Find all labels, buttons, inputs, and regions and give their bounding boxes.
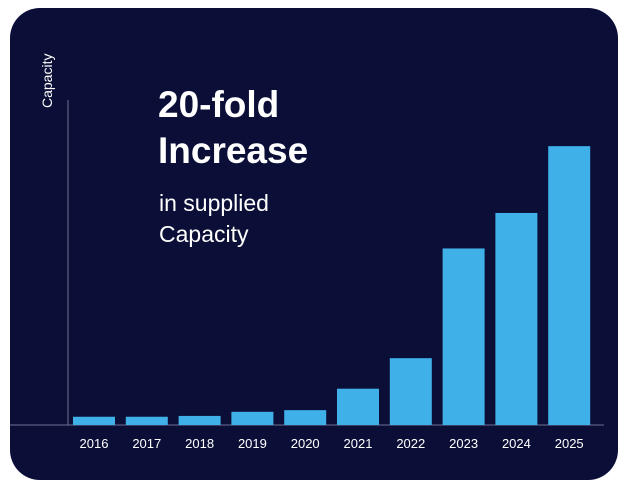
x-tick-label-2019: 2019 [238, 436, 267, 451]
chart-title: 20-fold Increase [158, 82, 308, 174]
x-tick-label-2025: 2025 [555, 436, 584, 451]
chart-subtitle: in supplied Capacity [159, 188, 269, 250]
bar-2023 [442, 248, 485, 425]
title-line-1: 20-fold [158, 84, 280, 125]
bar-2017 [125, 416, 168, 425]
bar-2019 [231, 411, 274, 425]
x-tick-label-2018: 2018 [185, 436, 214, 451]
x-tick-label-2024: 2024 [502, 436, 531, 451]
x-tick-label-2022: 2022 [396, 436, 425, 451]
bar-2024 [495, 212, 538, 425]
bar-2016 [73, 416, 115, 425]
x-tick-label-2016: 2016 [80, 436, 109, 451]
x-tick-label-2020: 2020 [291, 436, 320, 451]
chart-card: 2016 2017 2018 2019 2020 2021 2022 2023 2024 2025… [10, 8, 618, 480]
x-tick-label-2017: 2017 [132, 436, 161, 451]
bar-2021 [337, 388, 379, 425]
subtitle-line-1: in supplied [159, 190, 269, 216]
bar-2018 [178, 415, 221, 425]
title-line-2: Increase [158, 130, 309, 171]
subtitle-line-2: Capacity [159, 221, 249, 247]
x-tick-label-2021: 2021 [344, 436, 373, 451]
bar-2020 [284, 410, 327, 425]
y-axis-label: Capacity [39, 53, 55, 108]
bar-2022 [389, 358, 432, 425]
bar-2025 [548, 146, 591, 425]
bar-chart: 2016 2017 2018 2019 2020 2021 2022 2023 2024 2025 [10, 100, 604, 451]
x-tick-label-2023: 2023 [449, 436, 478, 451]
